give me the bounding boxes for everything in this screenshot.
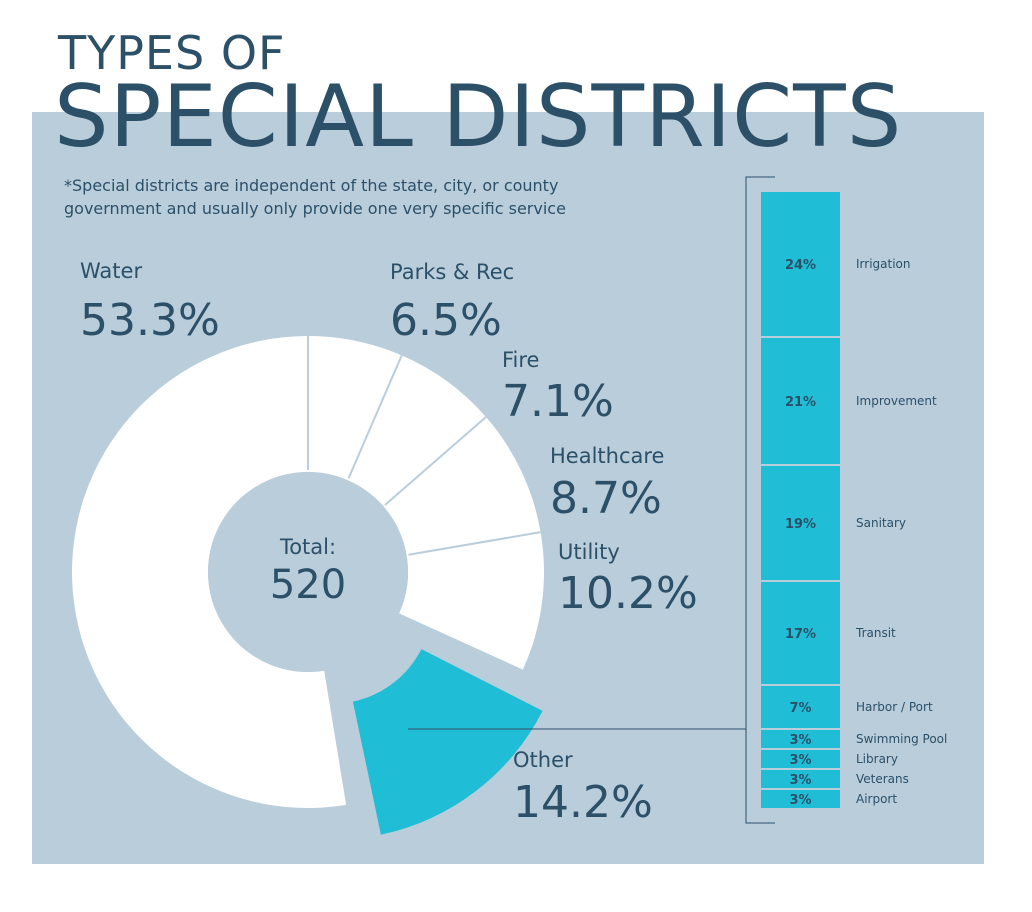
bar-category-veterans: Veterans <box>856 772 909 786</box>
bar-category-library: Library <box>856 752 898 766</box>
pie-slice-other <box>352 649 543 835</box>
pie-label-fire: Fire <box>502 348 539 372</box>
bar-value-sanitary: 19% <box>785 517 816 532</box>
bar-value-irrigation: 24% <box>785 258 816 273</box>
bar-segment-airport <box>761 790 840 808</box>
bar-segment-swimming-pool <box>761 730 840 748</box>
bar-value-improvement: 21% <box>785 395 816 410</box>
bar-value-veterans: 3% <box>789 773 811 788</box>
pie-labels: Water 53.3% Parks & Rec 6.5%Fire 7.1% Healthc… <box>80 259 698 828</box>
bar-value-library: 3% <box>789 753 811 768</box>
stacked-bar-chart: 24% Irrigation 21% Improvement 19% Sanitary 17… <box>761 192 947 808</box>
bar-category-transit: Transit <box>855 626 896 640</box>
pie-label-utility: Utility <box>558 540 620 564</box>
bar-value-transit: 17% <box>785 627 816 642</box>
pie-center-label: Total: <box>279 535 336 559</box>
bar-segment-sanitary <box>761 466 840 580</box>
bar-bracket <box>745 176 775 824</box>
pie-value-water: 53.3% <box>80 295 220 346</box>
title-line-1: TYPES OF <box>58 26 286 80</box>
bar-category-improvement: Improvement <box>856 394 937 408</box>
pie-divider <box>408 531 541 556</box>
bar-segment-harbor-port <box>761 686 840 728</box>
pie-chart: Total: 520 <box>72 336 544 835</box>
subtitle: *Special districts are independent of th… <box>64 176 566 218</box>
pie-label-healthcare: Healthcare <box>550 444 664 468</box>
pie-label-water: Water <box>80 259 142 283</box>
pie-value-parks-rec: 6.5% <box>390 295 502 346</box>
bar-value-harbor-port: 7% <box>789 701 811 716</box>
title-line-2: SPECIAL DISTRICTS <box>54 67 903 167</box>
pie-slice-water <box>72 336 347 808</box>
pie-slice-utility <box>399 532 544 670</box>
bar-category-sanitary: Sanitary <box>856 516 906 530</box>
pie-divider <box>384 416 487 506</box>
bar-segment-improvement <box>761 338 840 464</box>
pie-label-parks-rec: Parks & Rec <box>390 260 514 284</box>
pie-value-utility: 10.2% <box>558 568 698 619</box>
pie-slice-healthcare <box>383 417 541 556</box>
pie-center-value: 520 <box>270 562 346 608</box>
pie-slice-fire <box>347 355 487 507</box>
pie-value-other: 14.2% <box>513 777 653 828</box>
bar-category-irrigation: Irrigation <box>856 257 911 271</box>
bar-segment-veterans <box>761 770 840 788</box>
pie-label-other: Other <box>513 748 573 772</box>
pie-value-healthcare: 8.7% <box>550 473 662 524</box>
bar-value-airport: 3% <box>789 793 811 808</box>
bar-value-swimming-pool: 3% <box>789 733 811 748</box>
pie-center <box>208 472 408 672</box>
pie-value-fire: 7.1% <box>502 376 614 427</box>
pie-divider <box>347 355 403 479</box>
pie-slice-parks-rec <box>308 336 402 481</box>
bar-category-airport: Airport <box>856 792 897 806</box>
bar-category-harbor-port: Harbor / Port <box>856 700 933 714</box>
bar-segment-library <box>761 750 840 768</box>
bar-segment-irrigation <box>761 192 840 336</box>
bar-segment-transit <box>761 582 840 684</box>
bar-category-swimming-pool: Swimming Pool <box>856 732 947 746</box>
